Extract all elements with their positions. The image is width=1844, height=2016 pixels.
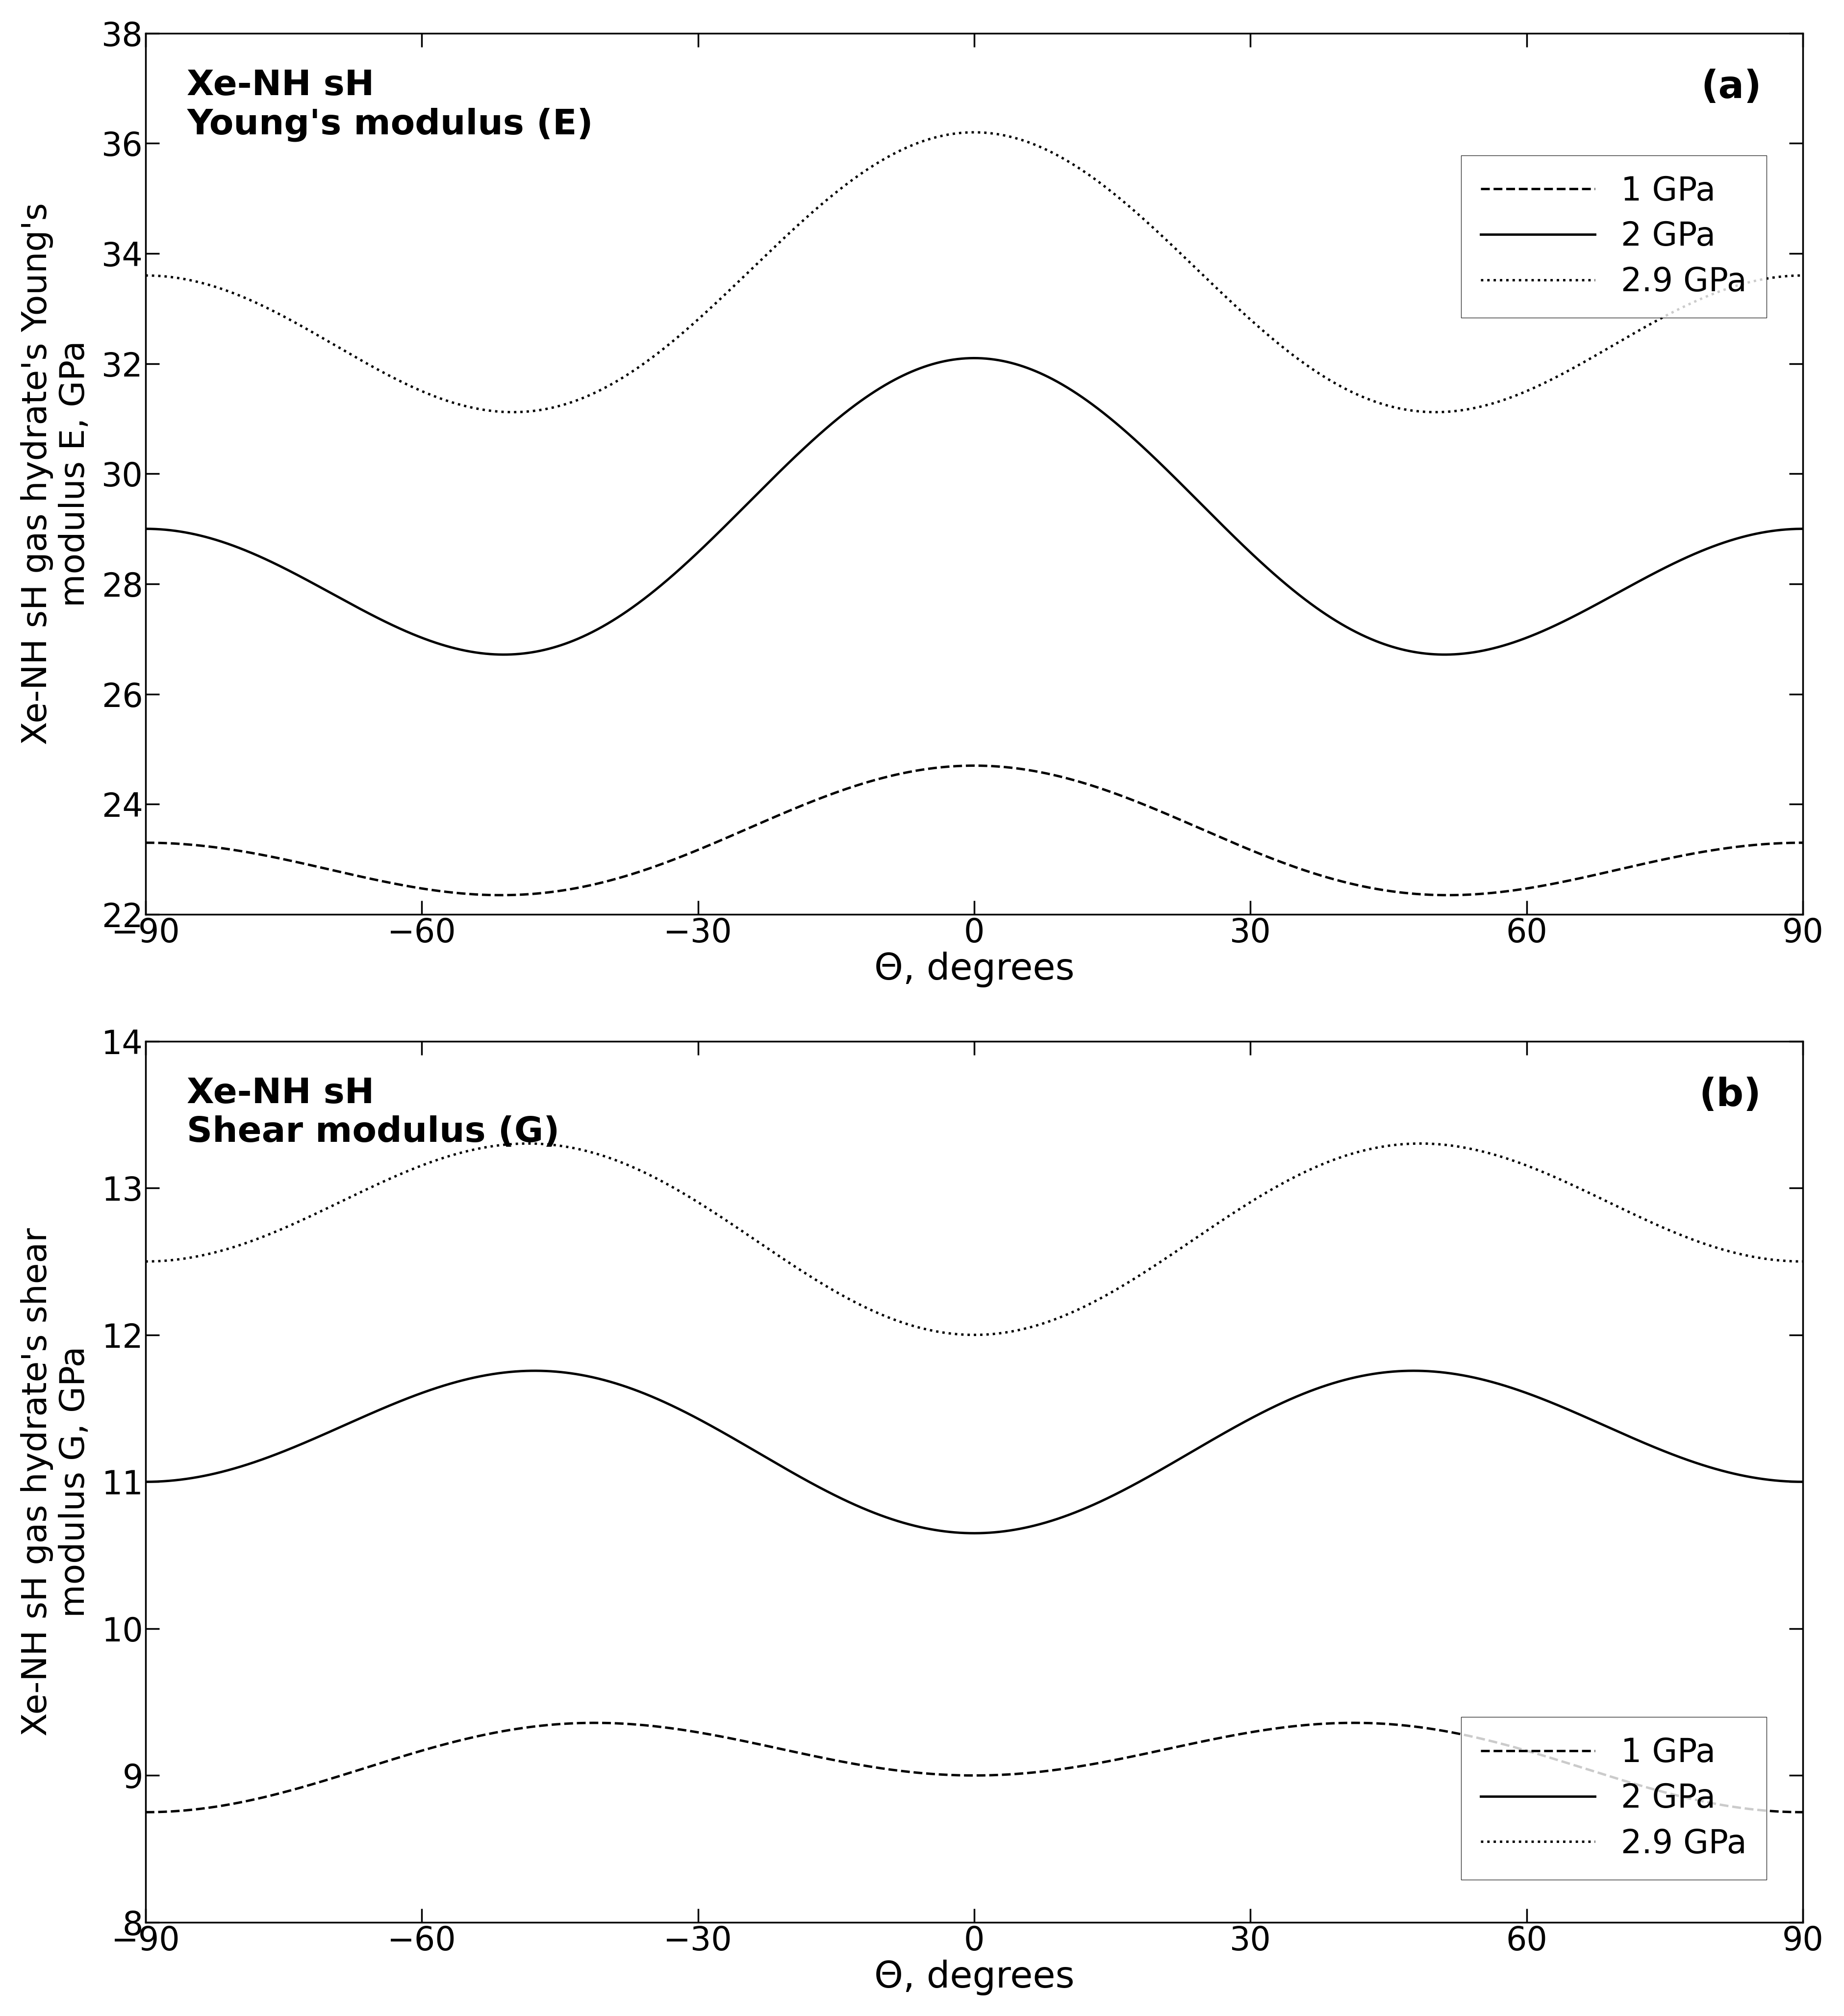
2 GPa [1440,643,1462,667]
1 GPa [489,883,511,907]
Line: 1 GPa: 1 GPa [146,1724,1803,1812]
2.9 GPa [898,135,920,159]
2 GPa [1792,516,1814,540]
2.9 GPa [963,1322,985,1347]
1 GPa [1744,833,1767,857]
2.9 GPa [135,1250,157,1274]
2.9 GPa [1440,399,1462,423]
1 GPa [1440,883,1462,907]
2 GPa [135,516,157,540]
2.9 GPa [219,1236,242,1260]
X-axis label: Θ, degrees: Θ, degrees [874,952,1075,988]
2 GPa [135,1470,157,1494]
2 GPa [963,347,985,371]
1 GPa [1792,1800,1814,1824]
1 GPa [219,1792,242,1816]
1 GPa [1744,1798,1767,1822]
Line: 1 GPa: 1 GPa [146,766,1803,895]
2.9 GPa [1744,1246,1767,1270]
1 GPa [1792,831,1814,855]
2 GPa [898,1512,920,1536]
1 GPa [135,1800,157,1824]
1 GPa [1440,1720,1462,1744]
2.9 GPa [963,121,985,145]
2 GPa [1440,1361,1462,1385]
2 GPa [940,1520,963,1544]
2.9 GPa [1744,268,1767,292]
2.9 GPa [1440,1133,1462,1157]
2 GPa [963,1522,985,1546]
1 GPa [898,760,920,784]
2.9 GPa [898,1312,920,1337]
X-axis label: Θ, degrees: Θ, degrees [874,1960,1075,1996]
2.9 GPa [1744,1246,1767,1270]
1 GPa [940,1762,963,1786]
Text: Xe-NH sH
Young's modulus (E): Xe-NH sH Young's modulus (E) [186,69,594,141]
2 GPa [219,1458,242,1482]
1 GPa [963,754,985,778]
1 GPa [585,1712,607,1736]
2 GPa [219,532,242,556]
2.9 GPa [1792,264,1814,288]
Line: 2 GPa: 2 GPa [146,1371,1803,1534]
2 GPa [898,361,920,385]
2 GPa [940,347,963,371]
2 GPa [524,1359,546,1383]
2.9 GPa [516,1131,538,1155]
Text: (b): (b) [1700,1077,1761,1113]
2.9 GPa [135,264,157,288]
2.9 GPa [1744,268,1767,292]
1 GPa [898,1760,920,1784]
2 GPa [492,643,514,667]
2.9 GPa [1792,1250,1814,1274]
1 GPa [1744,833,1767,857]
Line: 2.9 GPa: 2.9 GPa [146,133,1803,411]
Text: Xe-NH sH
Shear modulus (G): Xe-NH sH Shear modulus (G) [186,1077,561,1149]
1 GPa [135,831,157,855]
2 GPa [1744,1466,1767,1490]
1 GPa [940,754,963,778]
2 GPa [1792,1470,1814,1494]
Line: 2 GPa: 2 GPa [146,359,1803,655]
2 GPa [1744,522,1767,546]
2.9 GPa [502,399,524,423]
Legend: 1 GPa, 2 GPa, 2.9 GPa: 1 GPa, 2 GPa, 2.9 GPa [1460,155,1767,319]
2.9 GPa [219,280,242,304]
2.9 GPa [940,1322,963,1347]
1 GPa [219,837,242,861]
2 GPa [1744,522,1767,546]
2 GPa [1744,1466,1767,1490]
Y-axis label: Xe-NH sH gas hydrate's shear
modulus G, GPa: Xe-NH sH gas hydrate's shear modulus G, … [20,1228,92,1736]
Line: 2.9 GPa: 2.9 GPa [146,1143,1803,1335]
1 GPa [1744,1798,1767,1822]
2.9 GPa [940,121,963,145]
Y-axis label: Xe-NH sH gas hydrate's Young's
modulus E, GPa: Xe-NH sH gas hydrate's Young's modulus E… [20,204,92,744]
Legend: 1 GPa, 2 GPa, 2.9 GPa: 1 GPa, 2 GPa, 2.9 GPa [1460,1718,1767,1879]
Text: (a): (a) [1700,69,1761,105]
